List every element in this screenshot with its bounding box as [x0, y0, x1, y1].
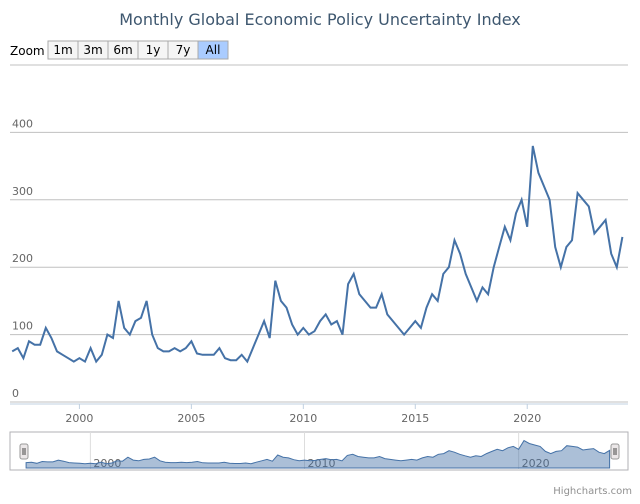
x-tick-label: 2000 [65, 412, 93, 425]
navigator-area [25, 439, 611, 469]
range-button-label: 3m [83, 43, 102, 57]
credits[interactable]: Highcharts.com [553, 486, 632, 497]
y-tick-label: 100 [12, 320, 33, 333]
range-button-label: 6m [113, 43, 132, 57]
navigator-bg [9, 431, 629, 471]
range-button[interactable] [197, 40, 229, 60]
range-button-label: 7y [176, 43, 191, 57]
y-tick-label: 0 [12, 387, 19, 400]
range-button-label: 1m [53, 43, 72, 57]
y-tick-label: 300 [12, 185, 33, 198]
y-tick-label: 400 [12, 117, 33, 130]
chart-title: Monthly Global Economic Policy Uncertain… [119, 10, 521, 29]
zoom-label: Zoom [10, 44, 45, 58]
navigator-handle[interactable] [610, 443, 620, 460]
navigator-tick-label: 2020 [522, 457, 550, 470]
x-tick-label: 2015 [401, 412, 429, 425]
x-tick-label: 2010 [289, 412, 317, 425]
series-line [11, 145, 624, 364]
range-button-label: 1y [146, 43, 161, 57]
navigator-handle[interactable] [19, 443, 29, 460]
y-tick-label: 200 [12, 252, 33, 265]
range-buttons: 1m 3m 6m 1y 7y All [47, 40, 229, 60]
x-tick-label: 2020 [513, 412, 541, 425]
range-button-label: All [206, 43, 221, 57]
x-tick-label: 2005 [177, 412, 205, 425]
